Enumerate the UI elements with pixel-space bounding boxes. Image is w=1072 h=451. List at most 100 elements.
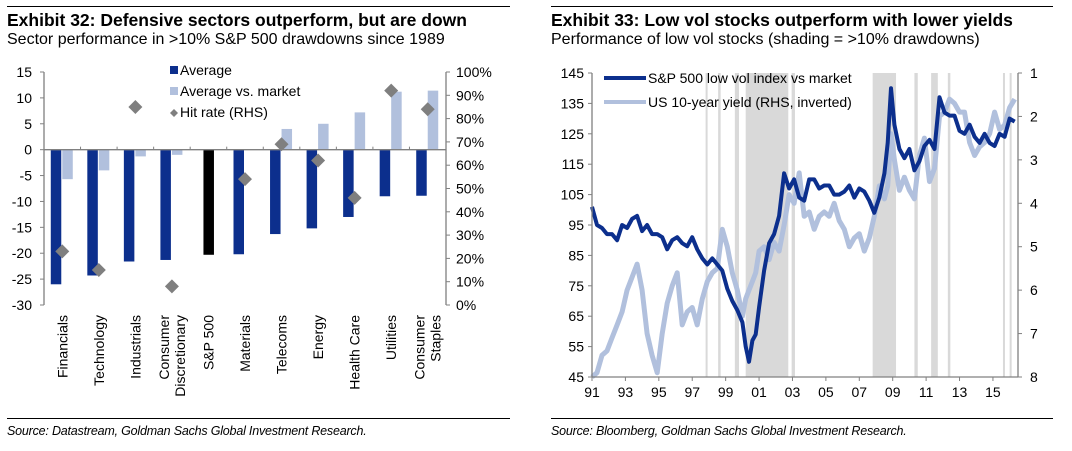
legend-label-average-vs-market: Average vs. market [180,83,300,99]
left-axis-tick-label: 65 [568,308,584,324]
right-axis-tick-label: 3 [1030,152,1038,168]
right-axis-tick-label: 70% [456,134,484,150]
right-axis-tick-label: 20% [456,250,484,266]
x-axis-tick-label: 91 [584,384,600,400]
x-axis-tick-label: 05 [818,384,834,400]
right-axis-tick-label: 8 [1030,369,1038,385]
bar-average [87,149,98,276]
legend-label-low-vol: S&P 500 low vol index vs market [648,70,852,86]
bar-average-vs-market [427,90,439,150]
right-axis-tick-label: 0% [456,297,476,313]
x-axis-label: Financials [54,315,70,378]
bar-average-vs-market [318,123,329,150]
x-axis-tick-label: 13 [952,384,968,400]
drawdown-shading [914,73,918,377]
left-axis-tick-label: -15 [12,219,32,235]
bar-average [203,149,214,255]
hit-rate-marker [384,83,399,98]
x-axis-tick-label: 15 [985,384,1001,400]
drawdown-shading [705,73,708,377]
bar-average [306,149,318,229]
bar-average [123,149,135,262]
right-axis-tick-label: 100% [456,64,492,80]
drawdown-shading [745,73,789,377]
x-axis-label-line: S&P 500 [200,315,216,370]
right-axis-tick-label: 30% [456,227,484,243]
bar-average-vs-market [171,149,183,155]
x-axis-tick-label: 01 [751,384,767,400]
legend-swatch-average [170,66,178,74]
hit-rate-marker [347,190,362,205]
x-axis-tick-label: 95 [651,384,667,400]
sector-performance-chart: 15 10 5 0 -5 -10 -15 -20 -25 -30 100% 90% 80% 70% 60% 5… [12,62,492,397]
bar-average-vs-market [62,149,73,180]
bar-average [270,149,281,235]
left-axis-tick-label: 75 [568,278,584,294]
left-axis-tick-label: -20 [12,245,32,261]
exhibit-32-subtitle: Sector performance in >10% S&P 500 drawd… [7,31,445,48]
drawdown-shading [1009,73,1012,377]
bottom-rule [551,418,1053,419]
right-axis-tick-label: 1 [1030,65,1038,81]
left-axis-tick-label: 125 [561,126,585,142]
hit-rate-marker [91,263,106,278]
drawdown-shading [1002,73,1005,377]
x-axis-label: Telecoms [274,315,290,374]
bar-average-vs-market [98,149,110,171]
x-axis-label: Consumer Staples [412,315,444,380]
right-axis-tick-label: 6 [1030,282,1038,298]
x-axis-label-line: Staples [428,315,444,362]
bar-average-vs-market [281,128,293,150]
x-axis-label: Utilities [383,315,399,360]
left-axis-tick-label: 85 [568,247,584,263]
bar-average-vs-market [135,149,146,157]
left-axis-tick-label: -10 [12,193,32,209]
x-axis-label: Materials [237,315,253,372]
right-axis-tick-label: 4 [1030,195,1038,211]
right-axis-tick-label: 80% [456,111,484,127]
bar-average-vs-market [391,91,402,150]
us-10y-yield-line [590,96,1017,379]
drawdown-shading [718,73,721,377]
right-axis-tick-label: 10% [456,274,484,290]
exhibit-32-panel: Exhibit 32: Defensive sectors outperform… [7,6,510,438]
hit-rate-marker [420,102,435,117]
x-axis-label-line: Energy [310,315,326,359]
x-axis-label-line: Materials [237,315,253,372]
hit-rate-marker [55,244,70,259]
bar-average [50,149,62,285]
right-axis-tick-label: 60% [456,157,484,173]
x-axis-label-line: Discretionary [172,315,188,397]
bar-average [416,149,427,196]
x-axis-label: Industrials [127,315,143,379]
x-axis-tick-label: 09 [885,384,901,400]
right-axis-tick-label: 2 [1030,108,1038,124]
drawdown-shading [791,73,795,377]
bar-average [160,149,171,260]
x-axis-label: Consumer Discretionary [156,315,188,397]
left-axis-tick-label: 0 [24,142,32,158]
x-axis-label-line: Financials [54,315,70,378]
right-axis-tick-label: 40% [456,204,484,220]
right-axis-tick-label: 5 [1030,239,1038,255]
x-axis-label-line: Health Care [347,315,363,390]
x-axis-label-line: Utilities [383,315,399,360]
hit-rate-marker [311,153,326,168]
exhibit-33-title: Exhibit 33: Low vol stocks outperform wi… [551,10,1013,30]
x-axis-tick-label: 93 [618,384,634,400]
left-axis-tick-label: 95 [568,217,584,233]
left-axis-tick-label: 15 [16,64,32,80]
hit-rate-marker [164,279,179,294]
x-axis-label-line: Industrials [127,315,143,379]
left-axis-tick-label: -5 [20,168,33,184]
legend-swatch-hit-rate [170,109,178,117]
exhibit-33-source: Source: Bloomberg, Goldman Sachs Global … [551,424,907,438]
left-axis-tick-label: 55 [568,339,584,355]
x-axis-label: S&P 500 [200,315,216,370]
bar-average [233,149,244,255]
hit-rate-marker [274,137,289,152]
left-axis-tick-label: 135 [561,95,585,111]
low-vol-index-line [590,86,1016,364]
hit-rate-marker [128,99,143,114]
